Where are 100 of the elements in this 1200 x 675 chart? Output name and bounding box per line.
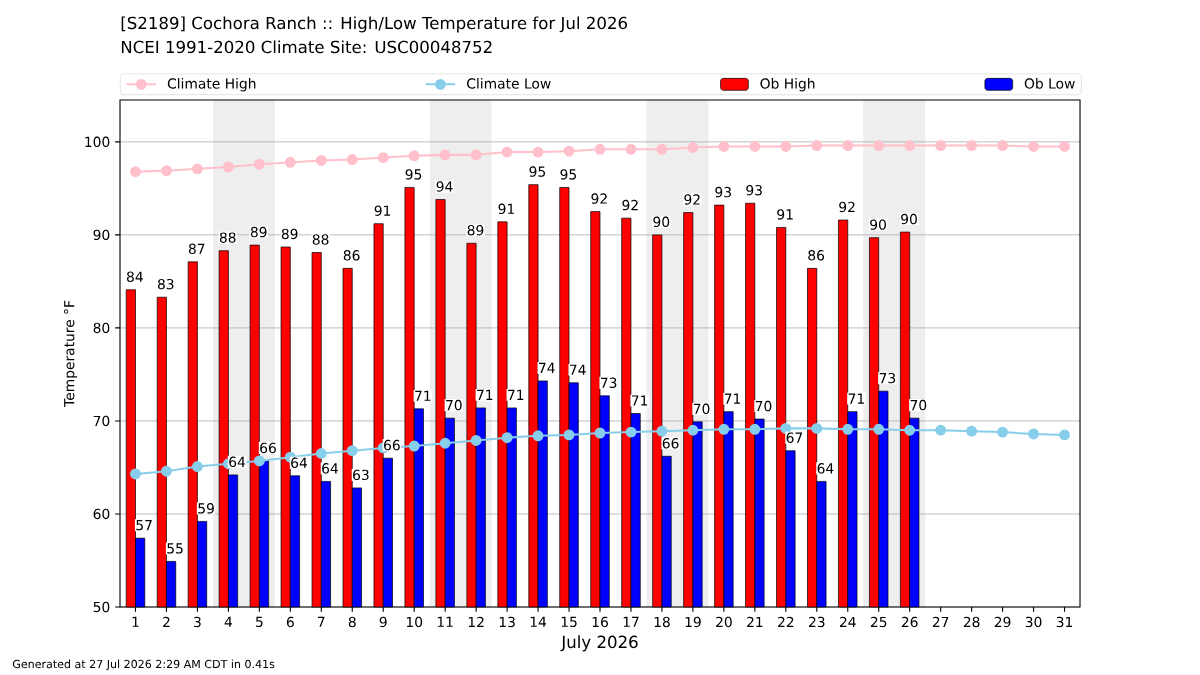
x-tick-label: 25 bbox=[870, 616, 887, 628]
data-label: 55 bbox=[167, 543, 183, 554]
data-label: 90 bbox=[870, 219, 886, 230]
point bbox=[161, 465, 172, 477]
point bbox=[1059, 141, 1070, 152]
x-tick-label: 26 bbox=[901, 616, 918, 628]
point bbox=[594, 427, 606, 439]
data-label: 86 bbox=[343, 250, 360, 261]
data-label: 92 bbox=[684, 194, 700, 205]
chart-subtitle: NCEI 1991-2020 Climate Site: USC00048752 bbox=[121, 40, 492, 54]
point bbox=[656, 143, 668, 155]
y-tick-label: 90 bbox=[93, 229, 110, 241]
point bbox=[130, 166, 141, 178]
x-tick-label: 5 bbox=[256, 616, 263, 628]
data-label: 92 bbox=[839, 201, 855, 213]
point bbox=[842, 423, 854, 435]
point bbox=[997, 140, 1009, 152]
data-label: 70 bbox=[693, 403, 710, 415]
x-tick-label: 6 bbox=[286, 616, 294, 628]
point bbox=[315, 448, 327, 459]
data-label: 64 bbox=[322, 463, 338, 474]
point bbox=[842, 140, 854, 152]
point bbox=[966, 140, 978, 152]
data-label: 74 bbox=[570, 364, 586, 375]
point bbox=[346, 445, 358, 457]
x-tick-label: 1 bbox=[132, 616, 139, 627]
x-tick-label: 22 bbox=[778, 616, 794, 628]
point bbox=[532, 430, 544, 442]
data-label: 71 bbox=[415, 390, 431, 401]
point bbox=[439, 437, 451, 449]
point bbox=[191, 163, 203, 175]
point bbox=[687, 141, 699, 153]
point bbox=[501, 146, 513, 158]
point bbox=[284, 156, 296, 168]
data-label: 63 bbox=[353, 469, 369, 481]
y-tick-label: 50 bbox=[93, 601, 110, 613]
x-tick-label: 3 bbox=[194, 616, 201, 628]
point bbox=[161, 165, 172, 177]
legend-label: Climate Low bbox=[467, 78, 551, 89]
x-tick-label: 2 bbox=[163, 616, 170, 628]
point bbox=[1028, 428, 1040, 440]
legend-label: Ob Low bbox=[1024, 78, 1075, 89]
data-label: 64 bbox=[817, 463, 834, 474]
x-tick-label: 8 bbox=[348, 616, 356, 628]
data-label: 71 bbox=[508, 389, 524, 400]
x-tick-label: 31 bbox=[1056, 616, 1073, 628]
data-label: 89 bbox=[467, 224, 484, 236]
data-label: 71 bbox=[848, 393, 864, 404]
data-label: 91 bbox=[374, 205, 391, 216]
data-label: 91 bbox=[777, 209, 793, 220]
data-label: 83 bbox=[157, 278, 174, 290]
chart-title: [S2189] Cochora Ranch :: High/Low Temperature for Jul 2026 bbox=[121, 16, 628, 33]
data-label: 88 bbox=[219, 232, 236, 243]
point bbox=[470, 435, 482, 446]
x-tick-label: 7 bbox=[318, 616, 325, 627]
point bbox=[439, 149, 451, 161]
point bbox=[532, 146, 544, 158]
data-label: 73 bbox=[600, 377, 617, 389]
point bbox=[997, 426, 1009, 438]
data-label: 67 bbox=[786, 432, 803, 443]
data-label: 59 bbox=[198, 503, 214, 514]
data-label: 66 bbox=[662, 438, 679, 449]
point bbox=[687, 424, 699, 436]
data-label: 57 bbox=[136, 520, 152, 531]
point bbox=[966, 425, 978, 437]
point bbox=[563, 429, 575, 441]
x-tick-label: 23 bbox=[809, 616, 825, 628]
x-tick-label: 4 bbox=[224, 616, 233, 627]
point bbox=[718, 423, 730, 435]
point bbox=[625, 426, 637, 438]
point bbox=[315, 155, 327, 166]
x-tick-label: 28 bbox=[963, 616, 980, 628]
data-label: 90 bbox=[653, 216, 670, 228]
y-tick-label: 80 bbox=[93, 322, 110, 334]
data-label: 86 bbox=[808, 250, 825, 261]
data-label: 70 bbox=[446, 399, 462, 411]
x-tick-label: 14 bbox=[530, 616, 547, 627]
data-label: 89 bbox=[281, 228, 298, 240]
point bbox=[563, 145, 575, 157]
point bbox=[935, 424, 947, 436]
point bbox=[625, 143, 637, 155]
point bbox=[1059, 429, 1070, 441]
data-label: 64 bbox=[229, 456, 246, 468]
data-label: 91 bbox=[498, 203, 514, 215]
x-tick-label: 29 bbox=[994, 616, 1011, 628]
data-label: 87 bbox=[188, 243, 205, 255]
point bbox=[780, 422, 792, 434]
x-tick-label: 21 bbox=[747, 616, 763, 628]
data-label: 64 bbox=[291, 457, 307, 469]
point bbox=[718, 141, 730, 152]
x-tick-label: 11 bbox=[437, 616, 453, 627]
x-tick-label: 17 bbox=[623, 616, 639, 627]
point bbox=[749, 423, 761, 435]
data-label: 95 bbox=[529, 166, 546, 177]
y-axis-title: Temperature °F bbox=[63, 300, 78, 407]
point bbox=[408, 440, 420, 452]
data-label: 71 bbox=[477, 389, 493, 400]
x-tick-label: 20 bbox=[716, 616, 732, 628]
data-label: 89 bbox=[250, 226, 267, 238]
point bbox=[873, 423, 885, 435]
